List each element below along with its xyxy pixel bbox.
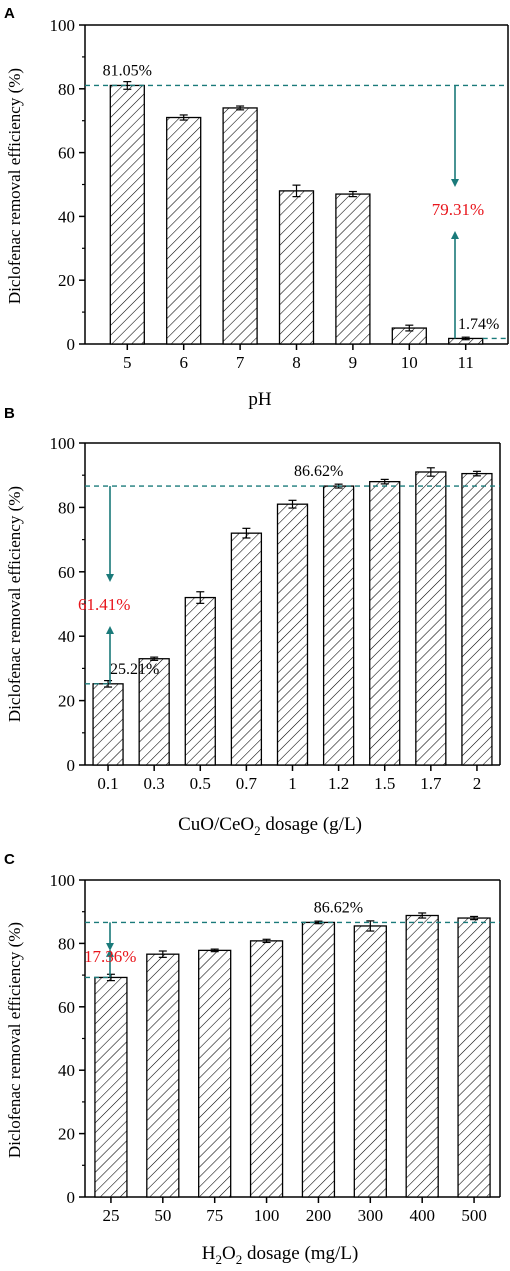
y-tick-label-b: 60 (58, 563, 75, 582)
panel-label-c: C (4, 851, 15, 868)
x-tick-label-c: 50 (154, 1206, 171, 1225)
panel-a: A 0 20 40 60 80 100 5 6 7 8 9 10 11 81.05% 1.74% 79.31%… (4, 5, 509, 410)
x-tick-label-b: 1.5 (374, 774, 395, 793)
bar-b (322, 485, 355, 766)
difference-label-a: 79.31% (432, 200, 484, 219)
x-tick-label-a: 10 (401, 353, 418, 372)
bar-c (301, 921, 336, 1198)
x-tick-label-a: 7 (236, 353, 245, 372)
bar-a (166, 116, 202, 345)
bar-a (109, 84, 145, 345)
x-tick-label-b: 0.5 (190, 774, 211, 793)
bar-b (184, 596, 216, 766)
y-axis-label-a: Diclofenac removal efficiency (%) (5, 68, 24, 304)
x-axis-label-c: H2O2 dosage (mg/L) (202, 1243, 359, 1267)
top-value-label-b: 86.62% (294, 463, 343, 480)
x-tick-label-a: 5 (123, 353, 132, 372)
x-tick-label-a: 8 (292, 353, 301, 372)
y-tick-label-c: 0 (67, 1188, 76, 1207)
bottom-value-label-a: 1.74% (458, 316, 499, 333)
x-tick-label-c: 75 (206, 1206, 223, 1225)
y-tick-label-b: 40 (58, 627, 75, 646)
panel-c: C 0 20 40 60 80 100 25 50 75 100 200 300 400 500 86.62… (4, 851, 501, 1267)
x-tick-label-c: 100 (254, 1206, 280, 1225)
bar-b (461, 472, 493, 766)
bottom-value-label-b: 25.21% (110, 661, 159, 678)
bar-b (92, 683, 124, 766)
y-tick-label-a: 20 (58, 271, 75, 290)
panel-label-b: B (4, 405, 15, 422)
y-tick-label-b: 100 (50, 434, 76, 453)
x-tick-label-b: 1.7 (420, 774, 442, 793)
x-tick-label-b: 0.3 (144, 774, 165, 793)
bar-a (335, 193, 371, 345)
x-tick-label-b: 1 (288, 774, 297, 793)
y-tick-label-a: 40 (58, 207, 75, 226)
x-tick-label-c: 200 (306, 1206, 332, 1225)
top-value-label-c: 86.62% (314, 899, 363, 916)
bar-c (146, 953, 180, 1198)
x-tick-label-c: 400 (409, 1206, 435, 1225)
bar-a (222, 107, 258, 345)
bar-a (278, 190, 315, 345)
bar-c (198, 949, 232, 1198)
y-tick-label-a: 0 (67, 335, 76, 354)
y-tick-label-c: 60 (58, 998, 75, 1017)
y-tick-label-c: 100 (50, 871, 76, 890)
bar-b (230, 532, 263, 766)
x-tick-label-a: 11 (458, 353, 474, 372)
y-axis-label-c: Diclofenac removal efficiency (%) (5, 922, 24, 1158)
y-axis-label-b: Diclofenac removal efficiency (%) (5, 486, 24, 722)
panel-b: B 0 20 40 60 80 100 0.1 0.3 0.5 0.7 1 1.2 1.5 1.7 2 86.… (4, 405, 501, 838)
y-tick-label-a: 100 (50, 16, 76, 35)
bar-c (353, 925, 387, 1198)
y-tick-label-a: 80 (58, 80, 75, 99)
y-tick-label-b: 20 (58, 692, 75, 711)
x-tick-label-a: 6 (179, 353, 188, 372)
panel-label-a: A (4, 5, 15, 22)
x-axis-label-b: CuO/CeO2 dosage (g/L) (178, 814, 362, 838)
x-axis-label-a: pH (248, 389, 272, 410)
y-tick-label-c: 20 (58, 1125, 75, 1144)
x-tick-label-a: 9 (349, 353, 358, 372)
y-tick-label-c: 80 (58, 934, 75, 953)
x-tick-label-b: 0.7 (236, 774, 258, 793)
x-tick-label-c: 500 (461, 1206, 487, 1225)
bar-c (405, 914, 439, 1198)
y-tick-label-b: 80 (58, 498, 75, 517)
bar-c (249, 940, 284, 1198)
bar-c (94, 976, 128, 1198)
bar-b (369, 480, 401, 766)
x-tick-label-b: 2 (473, 774, 482, 793)
bar-b (276, 503, 309, 766)
x-tick-label-b: 0.1 (97, 774, 118, 793)
difference-label-c: 17.36% (84, 947, 136, 966)
top-value-label-a: 81.05% (103, 62, 152, 79)
x-tick-label-c: 25 (102, 1206, 119, 1225)
y-tick-label-c: 40 (58, 1061, 75, 1080)
bar-c (457, 917, 491, 1198)
x-tick-label-b: 1.2 (328, 774, 349, 793)
y-tick-label-a: 60 (58, 144, 75, 163)
difference-label-b: 61.41% (78, 595, 130, 614)
x-tick-label-c: 300 (358, 1206, 384, 1225)
y-tick-label-b: 0 (67, 756, 76, 775)
bar-b (415, 471, 447, 766)
